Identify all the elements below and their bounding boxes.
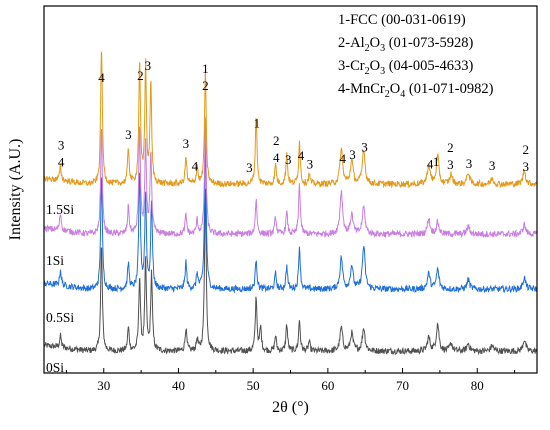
peak-label: 3 xyxy=(489,158,496,173)
peak-label: 3 xyxy=(447,157,454,172)
peak-label: 3 xyxy=(285,152,292,167)
series-label: 0.5Si xyxy=(46,310,74,325)
peak-label: 1 xyxy=(433,154,440,169)
legend-entry: 3-Cr2O3 (04-005-4633) xyxy=(338,58,473,77)
peak-label: 3 xyxy=(361,140,368,155)
peak-label: 2 xyxy=(273,133,280,148)
series-label: 1Si xyxy=(46,253,64,268)
peak-label: 2 xyxy=(447,140,454,155)
series-line-1Si xyxy=(43,117,537,239)
peak-label: 3 xyxy=(58,138,65,153)
x-tick-label: 30 xyxy=(97,378,110,393)
peak-label: 3 xyxy=(125,127,132,142)
x-tick-label: 70 xyxy=(396,378,409,393)
peak-label: 4 xyxy=(98,70,105,85)
peak-label: 3 xyxy=(466,156,473,171)
x-tick-label: 40 xyxy=(172,378,185,393)
peak-label: 3 xyxy=(145,58,152,73)
peak-label: 2 xyxy=(137,68,144,83)
peak-label: 4 xyxy=(273,150,280,165)
series-line-0.5Si xyxy=(43,133,537,294)
x-axis-title: 2θ (°) xyxy=(272,399,309,416)
y-axis-title: Intensity (A.U.) xyxy=(7,139,24,241)
peak-label: 3 xyxy=(307,157,314,172)
series-line-1.5Si xyxy=(43,51,537,189)
peak-label: 3 xyxy=(523,159,530,174)
peak-label: 1 xyxy=(254,115,261,130)
peak-label: 1 xyxy=(202,61,209,76)
series-label: 0Si xyxy=(46,360,64,375)
peak-label: 3 xyxy=(246,160,253,175)
peak-label: 4 xyxy=(298,148,305,163)
x-tick-label: 60 xyxy=(321,378,334,393)
peak-label: 4 xyxy=(192,159,199,174)
peak-label: 4 xyxy=(58,155,65,170)
x-tick-label: 80 xyxy=(471,378,484,393)
peak-label: 2 xyxy=(523,142,530,157)
x-tick-label: 50 xyxy=(247,378,260,393)
series-layer: 0Si 0.5Si 1Si 1.5Si xyxy=(43,51,537,375)
x-axis-ticks: 30 40 50 60 70 80 xyxy=(65,368,516,393)
peak-label: 4 xyxy=(340,151,347,166)
peak-label: 3 xyxy=(183,136,190,151)
series-line-0Si xyxy=(43,188,537,356)
legend-entry: 1-FCC (00-031-0619) xyxy=(338,12,466,28)
series-label: 1.5Si xyxy=(46,202,74,217)
legend-entry: 2-Al2O3 (01-073-5928) xyxy=(338,35,473,54)
peak-label: 2 xyxy=(202,78,209,93)
legend-entry: 4-MnCr2O4 (01-071-0982) xyxy=(338,81,494,100)
peak-label: 4 xyxy=(427,156,434,171)
peak-label: 3 xyxy=(349,147,356,162)
legend: 1-FCC (00-031-0619) 2-Al2O3 (01-073-5928)… xyxy=(338,12,494,100)
